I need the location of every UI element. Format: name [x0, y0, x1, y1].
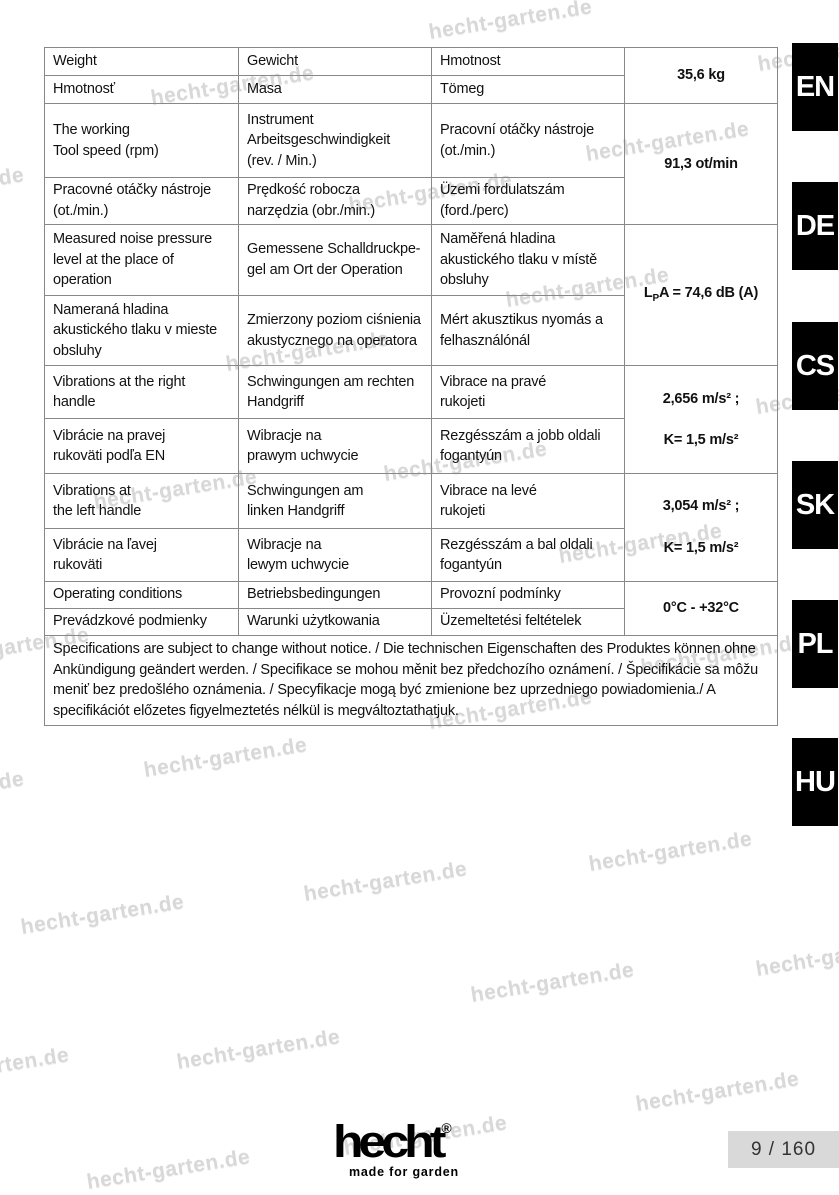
watermark-text: hecht-garten.de	[302, 857, 469, 906]
cell-toolspeed-hu: Üzemi fordulatszám (ford./perc)	[431, 177, 625, 225]
watermark-text: hecht-garten.de	[587, 827, 754, 876]
table-row: Measured noise pressure level at the pla…	[44, 224, 778, 366]
cell-toolspeed-pl: Prędkość robocza narzędzia (obr./min.)	[238, 177, 432, 225]
table-row: The working Tool speed (rpm) Instrument …	[44, 103, 778, 225]
tab-en[interactable]: EN	[792, 43, 838, 131]
cell-toolspeed-sk: Pracovné otáčky nástroje (ot./min.)	[44, 177, 239, 225]
watermark-text: hecht-garten.de	[469, 958, 636, 1007]
vibration-left-line1: 3,054 m/s² ;	[662, 498, 740, 515]
tab-de[interactable]: DE	[792, 182, 838, 270]
table-row: Vibrations at the left handle Schwingung…	[44, 472, 778, 582]
registered-trademark-icon: ®	[441, 1120, 452, 1136]
cell-noise-pl: Zmierzony poziom ciśnienia akustycznego …	[238, 295, 432, 366]
cell-vibright-pl: Wibracje na prawym uchwycie	[238, 418, 432, 474]
cell-vibleft-cs: Vibrace na levé rukojeti	[431, 472, 625, 530]
cell-weight-cs: Hmotnost	[431, 47, 625, 76]
cell-weight-pl: Masa	[238, 75, 432, 104]
value-noise-level: LPA = 74,6 dB (A)	[624, 224, 778, 366]
cell-noise-sk: Nameraná hladina akustického tlaku v mie…	[44, 295, 239, 366]
page-number-badge: 9 / 160	[728, 1131, 839, 1168]
cell-conditions-cs: Provozní podmínky	[431, 580, 625, 609]
table-row: Hmotnosť Masa Tömeg	[44, 75, 778, 104]
watermark-text: hecht-garten.de	[142, 733, 309, 782]
cell-conditions-sk: Prevádzkové podmienky	[44, 607, 239, 636]
table-row: Nameraná hladina akustického tlaku v mie…	[44, 295, 778, 366]
watermark-text: hecht-garten.de	[0, 163, 26, 212]
cell-vibleft-hu: Rezgésszám a bal oldali fogantyún	[431, 528, 625, 582]
cell-noise-en: Measured noise pressure level at the pla…	[44, 224, 239, 296]
value-tool-speed: 91,3 ot/min	[624, 103, 778, 225]
table-row: Vibrácie na ľavej rukoväti Wibracje na l…	[44, 528, 778, 582]
cell-weight-de: Gewicht	[238, 47, 432, 76]
cell-vibright-en: Vibrations at the right handle	[44, 364, 239, 420]
tab-sk[interactable]: SK	[792, 461, 838, 549]
table-row: Vibrácie na pravej rukoväti podľa EN Wib…	[44, 418, 778, 474]
tab-hu[interactable]: HU	[792, 738, 838, 826]
cell-noise-hu: Mért akusztikus nyomás a felhasználónál	[431, 295, 625, 366]
vibration-right-line2: K= 1,5 m/s²	[663, 431, 739, 448]
table-row: Vibrations at the right handle Schwingun…	[44, 364, 778, 474]
noise-rest: A = 74,6 dB (A)	[658, 285, 759, 302]
specifications-note: Specifications are subject to change wit…	[44, 634, 778, 726]
watermark-text: hecht-garten.de	[634, 1067, 801, 1116]
cell-conditions-en: Operating conditions	[44, 580, 239, 609]
tab-cs[interactable]: CS	[792, 322, 838, 410]
watermark-text: hecht-garten.de	[754, 932, 839, 981]
value-vibration-right: 2,656 m/s² ; K= 1,5 m/s²	[624, 365, 778, 474]
value-weight: 35,6 kg	[624, 47, 778, 104]
cell-weight-en: Weight	[44, 47, 239, 76]
cell-toolspeed-en: The working Tool speed (rpm)	[44, 103, 239, 178]
value-operating-conditions: 0°C - +32°C	[624, 580, 778, 636]
cell-vibleft-en: Vibrations at the left handle	[44, 472, 239, 530]
cell-weight-sk: Hmotnosť	[44, 75, 239, 104]
cell-vibleft-pl: Wibracje na lewym uchwycie	[238, 528, 432, 582]
noise-subscript: P	[652, 293, 659, 305]
hecht-logo: hecht® made for garden	[333, 1116, 543, 1179]
cell-toolspeed-de: Instrument Arbeitsgeschwindigkeit (rev. …	[238, 103, 432, 178]
watermark-text: hecht-garten.de	[427, 0, 594, 44]
cell-toolspeed-cs: Pracovní otáčky nástroje (ot./min.)	[431, 103, 625, 178]
value-vibration-left: 3,054 m/s² ; K= 1,5 m/s²	[624, 472, 778, 582]
cell-conditions-hu: Üzemeltetési feltételek	[431, 607, 625, 636]
cell-noise-de: Gemessene Schalldruckpe- gel am Ort der …	[238, 224, 432, 296]
cell-vibright-hu: Rezgésszám a jobb oldali fogantyún	[431, 418, 625, 474]
spec-table: Weight Gewicht Hmotnost 35,6 kg Hmotnosť…	[44, 47, 778, 726]
noise-prefix: L	[643, 285, 653, 302]
watermark-text: hecht-garten.de	[19, 890, 186, 939]
table-row: Weight Gewicht Hmotnost 35,6 kg	[44, 47, 778, 104]
cell-conditions-de: Betriebsbedingungen	[238, 580, 432, 609]
hecht-logo-word: hecht	[333, 1116, 446, 1167]
table-row: Prevádzkové podmienky Warunki użytkowani…	[44, 607, 778, 636]
watermark-text: hecht-garten.de	[85, 1145, 252, 1194]
cell-vibleft-sk: Vibrácie na ľavej rukoväti	[44, 528, 239, 582]
watermark-text: hecht-garten.de	[0, 1043, 71, 1092]
cell-vibright-de: Schwingungen am rechten Handgriff	[238, 364, 432, 420]
watermark-text: hecht-garten.de	[0, 767, 26, 816]
cell-noise-cs: Naměřená hladina akustického tlaku v mís…	[431, 224, 625, 296]
table-row: Operating conditions Betriebsbedingungen…	[44, 580, 778, 636]
cell-vibleft-de: Schwingungen am linken Handgriff	[238, 472, 432, 530]
table-row: Specifications are subject to change wit…	[44, 634, 778, 726]
vibration-left-line2: K= 1,5 m/s²	[663, 539, 739, 556]
cell-vibright-sk: Vibrácie na pravej rukoväti podľa EN	[44, 418, 239, 474]
tab-pl[interactable]: PL	[792, 600, 838, 688]
cell-weight-hu: Tömeg	[431, 75, 625, 104]
vibration-right-line1: 2,656 m/s² ;	[662, 390, 740, 407]
hecht-logo-tagline: made for garden	[349, 1164, 459, 1179]
cell-vibright-cs: Vibrace na pravé rukojeti	[431, 364, 625, 420]
watermark-text: hecht-garten.de	[175, 1025, 342, 1074]
table-row: Pracovné otáčky nástroje (ot./min.) Pręd…	[44, 177, 778, 225]
cell-conditions-pl: Warunki użytkowania	[238, 607, 432, 636]
